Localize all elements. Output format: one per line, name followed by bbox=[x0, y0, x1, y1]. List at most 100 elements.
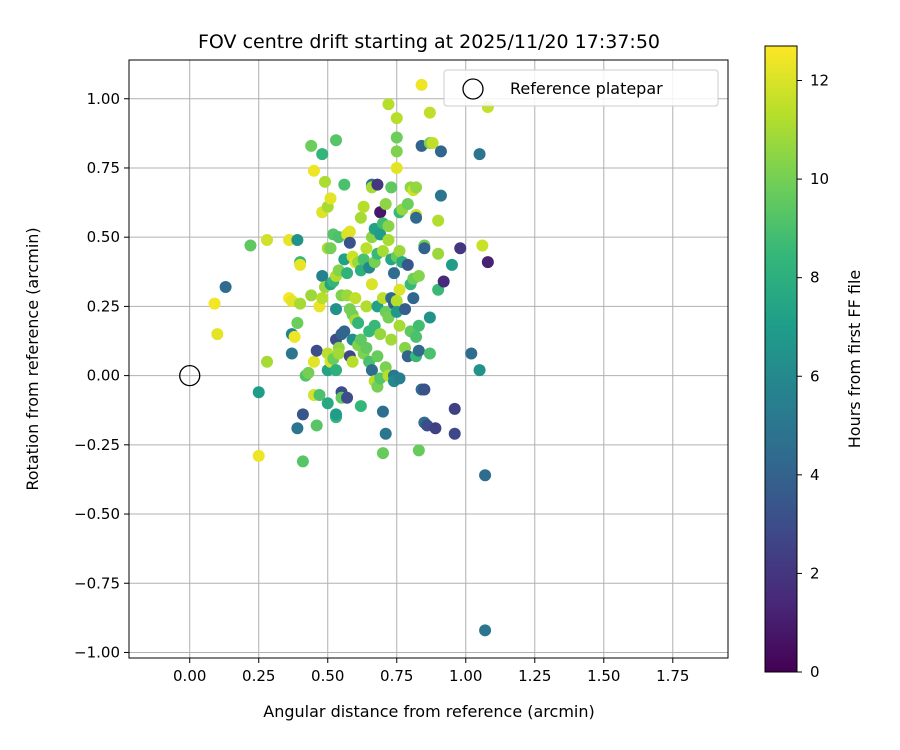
data-point-72 bbox=[341, 391, 354, 404]
data-point-3 bbox=[244, 239, 257, 252]
data-point-85 bbox=[352, 317, 365, 330]
data-point-15 bbox=[291, 233, 304, 246]
data-point-197 bbox=[454, 242, 467, 255]
data-point-8 bbox=[283, 233, 296, 246]
y-axis-ticks: −1.00 −0.75 −0.50 −0.25 0.00 0.25 0.50 0.75 1.00 bbox=[74, 90, 129, 661]
data-point-2 bbox=[219, 281, 232, 294]
x-tick-label-2: 0.50 bbox=[311, 667, 344, 685]
data-point-33 bbox=[316, 269, 329, 282]
colorbar: 0 2 4 6 8 10 12 Hours from first FF file bbox=[764, 45, 864, 681]
data-point-29 bbox=[310, 344, 323, 357]
data-point-4 bbox=[252, 449, 265, 462]
data-point-129 bbox=[382, 233, 395, 246]
data-point-104 bbox=[365, 364, 378, 377]
data-point-0 bbox=[208, 297, 221, 310]
data-point-150 bbox=[393, 319, 406, 332]
chart-title: FOV centre drift starting at 2025/11/20 … bbox=[198, 31, 660, 53]
x-tick-label-4: 1.00 bbox=[449, 667, 482, 685]
data-point-43 bbox=[321, 397, 334, 410]
data-point-24 bbox=[305, 139, 318, 152]
data-point-188 bbox=[432, 214, 445, 227]
data-point-90 bbox=[354, 400, 367, 413]
y-tick-label-6: 0.50 bbox=[87, 228, 120, 246]
data-point-36 bbox=[316, 292, 329, 305]
data-point-165 bbox=[410, 181, 423, 194]
y-tick-label-8: 1.00 bbox=[87, 90, 120, 108]
data-point-195 bbox=[448, 402, 461, 415]
x-axis-label: Angular distance from reference (arcmin) bbox=[263, 702, 594, 721]
y-tick-label-5: 0.25 bbox=[87, 297, 120, 315]
data-point-55 bbox=[330, 364, 343, 377]
data-point-20 bbox=[296, 408, 309, 421]
data-point-37 bbox=[318, 175, 331, 188]
data-point-182 bbox=[423, 106, 436, 119]
data-point-141 bbox=[390, 131, 403, 144]
data-point-158 bbox=[401, 350, 414, 363]
reference-platepar-marker bbox=[179, 364, 201, 387]
data-point-53 bbox=[330, 303, 343, 316]
data-point-128 bbox=[382, 220, 395, 233]
data-point-191 bbox=[434, 145, 447, 158]
data-point-14 bbox=[291, 317, 304, 330]
data-point-127 bbox=[382, 98, 395, 111]
data-point-26 bbox=[307, 164, 320, 177]
data-point-135 bbox=[385, 333, 398, 346]
plot-frame bbox=[128, 59, 729, 659]
scatter-points bbox=[208, 78, 494, 637]
data-point-196 bbox=[448, 427, 461, 440]
data-point-103 bbox=[365, 278, 378, 291]
data-point-132 bbox=[385, 181, 398, 194]
data-point-70 bbox=[341, 267, 354, 280]
data-point-126 bbox=[379, 427, 392, 440]
data-point-189 bbox=[432, 247, 445, 260]
data-point-168 bbox=[410, 330, 423, 343]
data-point-61 bbox=[332, 347, 345, 360]
data-point-186 bbox=[426, 137, 439, 150]
grid-lines bbox=[129, 60, 728, 658]
data-point-74 bbox=[343, 236, 356, 249]
data-point-116 bbox=[374, 328, 387, 341]
data-point-170 bbox=[412, 269, 425, 282]
data-point-16 bbox=[291, 422, 304, 435]
data-point-167 bbox=[410, 211, 423, 224]
y-tick-label-1: −0.75 bbox=[74, 574, 120, 592]
data-point-66 bbox=[338, 178, 351, 191]
data-point-193 bbox=[437, 275, 450, 288]
legend-marker-reference bbox=[462, 78, 484, 100]
data-point-142 bbox=[390, 145, 403, 158]
colorbar-tick-label-6: 12 bbox=[810, 72, 829, 90]
data-point-45 bbox=[324, 242, 337, 255]
data-point-184 bbox=[423, 311, 436, 324]
data-point-192 bbox=[434, 189, 447, 202]
data-point-201 bbox=[476, 239, 489, 252]
y-tick-label-4: 0.00 bbox=[87, 367, 120, 385]
data-point-203 bbox=[479, 624, 492, 637]
data-point-171 bbox=[412, 319, 425, 332]
data-point-91 bbox=[357, 200, 370, 213]
data-point-154 bbox=[399, 303, 412, 316]
colorbar-ticks: 0 2 4 6 8 10 12 bbox=[797, 72, 829, 681]
x-tick-label-1: 0.25 bbox=[242, 667, 275, 685]
x-axis-ticks: 0.00 0.25 0.50 0.75 1.00 1.25 1.50 1.75 bbox=[173, 658, 689, 685]
data-point-174 bbox=[415, 78, 428, 91]
data-point-199 bbox=[473, 148, 486, 161]
x-tick-label-7: 1.75 bbox=[656, 667, 689, 685]
data-point-68 bbox=[338, 325, 351, 338]
data-point-18 bbox=[294, 258, 307, 271]
y-axis-label: Rotation from reference (arcmin) bbox=[23, 227, 42, 490]
y-tick-label-2: −0.50 bbox=[74, 505, 120, 523]
data-point-21 bbox=[296, 455, 309, 468]
data-point-145 bbox=[390, 294, 403, 307]
data-point-51 bbox=[330, 134, 343, 147]
data-point-164 bbox=[407, 292, 420, 305]
reference-layer bbox=[179, 364, 201, 387]
data-point-148 bbox=[393, 245, 406, 258]
colorbar-tick-label-4: 8 bbox=[810, 269, 820, 287]
data-point-187 bbox=[429, 422, 442, 435]
data-point-119 bbox=[376, 245, 389, 258]
legend-entry-reference: Reference platepar bbox=[510, 79, 663, 98]
data-point-25 bbox=[305, 289, 318, 302]
data-point-87 bbox=[354, 211, 367, 224]
colorbar-label: Hours from first FF file bbox=[845, 270, 864, 449]
data-point-173 bbox=[412, 444, 425, 457]
